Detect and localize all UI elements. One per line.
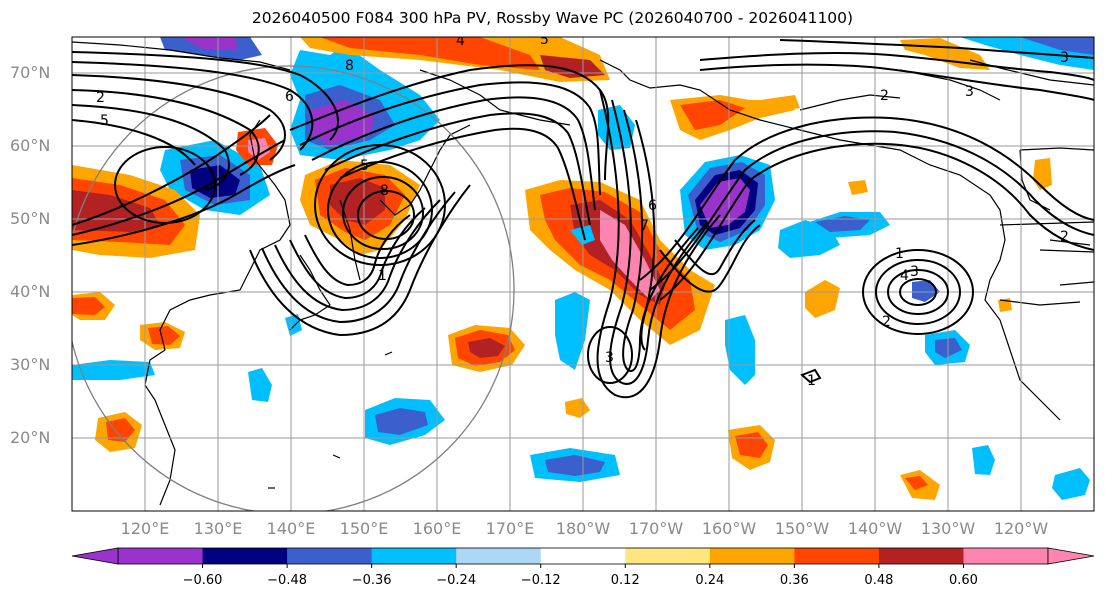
colorbar-tick-label: 0.48 xyxy=(864,573,893,588)
colorbar-segment xyxy=(794,548,880,564)
lat-label: 40°N xyxy=(10,282,50,301)
colorbar-tick-label: −0.12 xyxy=(521,573,561,588)
lon-label: 130°W xyxy=(921,519,976,538)
contour-label: 1 xyxy=(807,373,816,389)
lon-label: 120°E xyxy=(121,519,170,538)
longitude-labels: 120°E 130°E 140°E 150°E 160°E 170°E 180°… xyxy=(121,519,1049,538)
map-panel: 2 5 6 8 5 8 4 5 2 3 2 3 1 3 6 7 1 4 3 2 … xyxy=(72,32,1094,511)
contour-label: 7 xyxy=(640,218,649,234)
contour-labels: 2 5 6 8 5 8 4 5 2 3 2 3 1 3 6 7 1 4 3 2 … xyxy=(96,32,1069,389)
map-border xyxy=(71,36,1095,512)
contour-label: 6 xyxy=(285,89,294,105)
colorbar-under-arrow xyxy=(71,547,119,565)
contour-label: 1 xyxy=(895,246,904,262)
colorbar-segment xyxy=(371,548,457,564)
colorbar-segment xyxy=(878,548,964,564)
colorbar-segment xyxy=(625,548,711,564)
contour-label: 8 xyxy=(380,183,389,199)
colorbar-ticks: −0.60 −0.48 −0.36 −0.24 −0.12 0.12 0.24 0.36 0.4… xyxy=(183,564,978,588)
colorbar-segment xyxy=(202,548,288,564)
colorbar: −0.60 −0.48 −0.36 −0.24 −0.12 0.12 0.24 0.36 0.4… xyxy=(71,547,1095,588)
lat-label: 60°N xyxy=(10,136,50,155)
lon-label: 170°W xyxy=(629,519,684,538)
colorbar-segment xyxy=(118,548,204,564)
map-title: 2026040500 F084 300 hPa PV, Rossby Wave … xyxy=(251,9,854,27)
lon-label: 160°E xyxy=(413,519,462,538)
contour-label: 2 xyxy=(1060,229,1069,245)
lon-label: 160°W xyxy=(702,519,757,538)
colorbar-segment xyxy=(709,548,795,564)
colorbar-segment xyxy=(456,548,542,564)
contour-label: 3 xyxy=(605,350,614,366)
lon-label: 140°W xyxy=(848,519,903,538)
lon-label: 120°W xyxy=(994,519,1049,538)
colorbar-segment xyxy=(287,548,373,564)
colorbar-tick-label: −0.48 xyxy=(267,573,307,588)
lat-label: 20°N xyxy=(10,428,50,447)
colorbar-tick-label: 0.36 xyxy=(780,573,809,588)
colorbar-tick-label: −0.60 xyxy=(183,573,223,588)
colorbar-tick-label: 0.60 xyxy=(949,573,978,588)
lon-label: 180°W xyxy=(556,519,611,538)
colorbar-tick-label: −0.36 xyxy=(352,573,392,588)
lon-label: 170°E xyxy=(486,519,535,538)
colorbar-tick-label: −0.24 xyxy=(436,573,476,588)
colorbar-tick-label: 0.12 xyxy=(611,573,640,588)
lon-label: 150°E xyxy=(340,519,389,538)
lon-label: 140°E xyxy=(267,519,316,538)
contour-label: 5 xyxy=(100,113,109,129)
contour-label: 4 xyxy=(900,268,909,284)
contour-label: 3 xyxy=(910,264,919,280)
contour-label: 4 xyxy=(456,33,465,49)
colorbar-over-arrow xyxy=(1047,547,1095,565)
contour-label: 6 xyxy=(648,198,657,214)
contour-label: 2 xyxy=(882,314,891,330)
colorbar-segment xyxy=(963,548,1049,564)
lat-label: 50°N xyxy=(10,209,50,228)
colorbar-tick-label: 0.24 xyxy=(695,573,724,588)
contour-label: 5 xyxy=(360,158,369,174)
colorbar-segments xyxy=(117,547,1049,565)
contour-label: 1 xyxy=(378,268,387,284)
contour-label: 3 xyxy=(965,84,974,100)
pv-contours xyxy=(72,39,1094,398)
contour-label: 5 xyxy=(540,32,549,48)
contour-label: 8 xyxy=(345,58,354,74)
contour-label: 2 xyxy=(96,90,105,106)
lat-label: 70°N xyxy=(10,63,50,82)
lon-label: 150°W xyxy=(775,519,830,538)
radius-circle xyxy=(72,65,515,511)
colorbar-segment xyxy=(540,548,626,564)
lon-label: 130°E xyxy=(194,519,243,538)
contour-label: 3 xyxy=(1060,50,1069,66)
contour-label: 2 xyxy=(880,88,889,104)
lat-label: 30°N xyxy=(10,355,50,374)
latitude-labels: 70°N 60°N 50°N 40°N 30°N 20°N xyxy=(10,63,50,447)
